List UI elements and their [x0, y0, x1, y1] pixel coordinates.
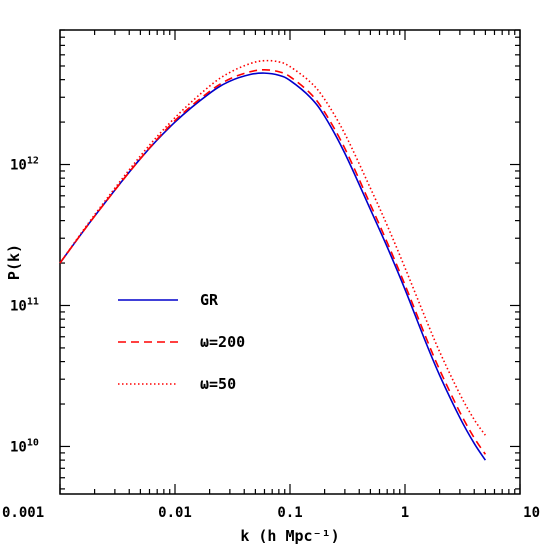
series-line	[59, 59, 487, 436]
plot-frame	[59, 29, 521, 495]
y-tick-label: 1010	[10, 437, 39, 455]
legend-label: GR	[200, 291, 219, 309]
x-tick-label: 0.01	[158, 505, 192, 521]
y-tick-labels: 1010 1011 1012	[10, 156, 39, 456]
x-tick-label: 1	[401, 505, 409, 521]
legend: GR ω=200 ω=50	[118, 291, 245, 393]
legend-label: ω=50	[200, 375, 236, 393]
axis-ticks	[59, 29, 521, 494]
y-tick-label: 1012	[10, 156, 39, 174]
y-tick-label: 1011	[10, 296, 39, 314]
y-axis-label: P(k)	[5, 244, 23, 280]
legend-label: ω=200	[200, 333, 245, 351]
series-lines	[59, 59, 487, 461]
x-tick-labels: 0.001 0.01 0.1 1 10	[2, 505, 540, 521]
series-line	[59, 72, 487, 461]
x-tick-label: 0.001	[2, 505, 44, 521]
x-axis-label: k (h Mpc⁻¹)	[240, 527, 339, 545]
x-tick-label: 0.1	[277, 505, 302, 521]
x-tick-label: 10	[523, 505, 540, 521]
series-line	[59, 68, 487, 455]
